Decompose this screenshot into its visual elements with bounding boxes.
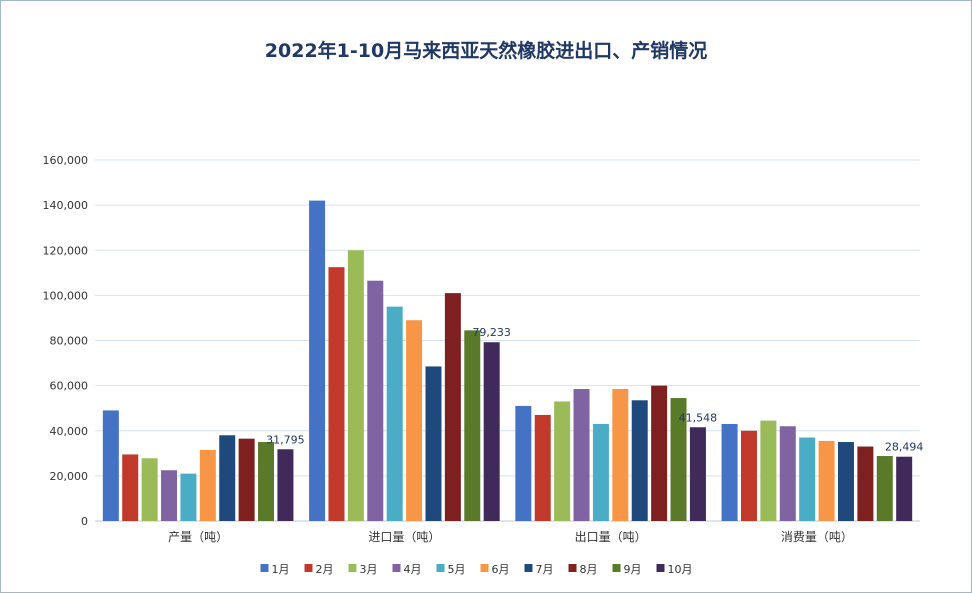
bar — [464, 330, 481, 521]
bar — [670, 398, 687, 521]
bar — [483, 342, 500, 521]
legend-swatch — [656, 564, 665, 572]
bar — [779, 426, 796, 521]
data-labels: 31,795 79,233 41,548 28,494 — [266, 326, 923, 453]
bar — [238, 438, 255, 521]
bar — [592, 423, 609, 521]
legend-label: 7月 — [536, 563, 554, 576]
y-tick-label: 20,000 — [50, 470, 89, 483]
legend-swatch — [436, 564, 445, 572]
y-tick-label: 120,000 — [43, 244, 89, 257]
data-label: 41,548 — [679, 411, 718, 424]
bar — [837, 442, 854, 521]
category-label: 进口量（吨） — [368, 530, 440, 544]
legend-label: 3月 — [360, 563, 378, 576]
y-tick-label: 100,000 — [43, 289, 89, 302]
bar — [760, 420, 777, 521]
category-label: 产量（吨） — [168, 530, 228, 544]
legend-label: 5月 — [448, 563, 466, 576]
y-tick-label: 0 — [81, 515, 88, 528]
bar — [721, 423, 738, 521]
bar — [180, 473, 197, 521]
bar — [818, 440, 835, 521]
bar — [199, 449, 216, 521]
bar — [876, 456, 893, 521]
bar — [554, 401, 571, 521]
bar — [367, 280, 384, 521]
bar — [347, 250, 364, 521]
legend-label: 9月 — [624, 563, 642, 576]
legend-swatch — [348, 564, 357, 572]
data-label: 79,233 — [472, 326, 511, 339]
legend-label: 8月 — [580, 563, 598, 576]
bar — [896, 456, 913, 521]
y-tick-label: 80,000 — [50, 335, 89, 348]
bar — [219, 435, 236, 521]
category-label: 消费量（吨） — [781, 530, 853, 544]
legend-label: 6月 — [492, 563, 510, 576]
bar — [444, 293, 461, 521]
gridlines — [95, 159, 920, 522]
bar — [122, 454, 139, 521]
bar — [857, 446, 874, 521]
bar — [141, 458, 158, 521]
legend-label: 1月 — [272, 563, 290, 576]
bar — [277, 449, 294, 521]
x-axis-categories: 产量（吨） 进口量（吨） 出口量（吨） 消费量（吨） — [168, 530, 853, 544]
bar — [161, 470, 178, 521]
legend: 1月 2月 3月 4月 5月 6月 7月 8月 9月 10月 — [260, 563, 693, 576]
y-tick-label: 40,000 — [50, 425, 89, 438]
legend-swatch — [524, 564, 533, 572]
legend-label: 10月 — [668, 563, 693, 576]
legend-swatch — [480, 564, 489, 572]
bar — [386, 306, 403, 521]
bar — [631, 400, 648, 521]
chart-title: 2022年1-10月马来西亚天然橡胶进出口、产销情况 — [264, 40, 708, 62]
bar — [799, 437, 816, 521]
bar — [515, 405, 532, 521]
bar — [573, 389, 590, 521]
bar — [425, 366, 442, 521]
bar — [102, 410, 119, 521]
bar — [534, 414, 551, 521]
bar — [651, 385, 668, 521]
bar — [740, 430, 757, 521]
legend-label: 2月 — [316, 563, 334, 576]
bar — [406, 320, 423, 521]
legend-swatch — [568, 564, 577, 572]
legend-label: 4月 — [404, 563, 422, 576]
legend-swatch — [392, 564, 401, 572]
legend-swatch — [304, 564, 313, 572]
data-label: 31,795 — [266, 433, 305, 446]
y-axis-ticks: 0 20,000 40,000 60,000 80,000 100,000 120,000 1… — [43, 154, 89, 528]
bars — [102, 200, 913, 522]
y-tick-label: 160,000 — [43, 154, 89, 167]
bar — [309, 200, 326, 522]
bar — [612, 389, 629, 521]
y-tick-label: 60,000 — [50, 380, 89, 393]
bar — [328, 267, 345, 521]
legend-swatch — [612, 564, 621, 572]
bar — [689, 427, 706, 521]
legend-swatch — [260, 564, 269, 572]
y-tick-label: 140,000 — [43, 199, 89, 212]
data-label: 28,494 — [885, 441, 924, 454]
category-label: 出口量（吨） — [575, 530, 647, 544]
bar — [258, 442, 275, 521]
